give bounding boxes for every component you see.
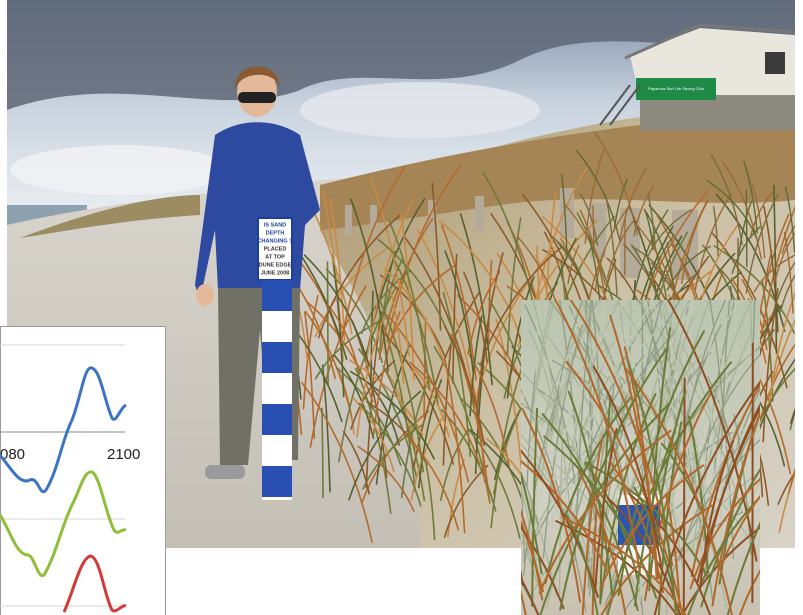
pole-sign-text: JUNE 2008 <box>261 270 289 276</box>
pole-sign-text: IS SAND <box>264 222 286 228</box>
cloud <box>10 145 230 195</box>
club-sign: Papamoa Surf Life Saving Club <box>648 86 705 91</box>
fence-post <box>370 205 377 235</box>
pole-sign-text: AT TOP <box>265 254 285 260</box>
pole-sign-text: CHANGING ? <box>258 238 293 244</box>
chart-frame <box>1 327 166 615</box>
x-tick-label: 2100 <box>107 446 140 463</box>
pole-stripe <box>262 466 292 497</box>
depth-pole: IS SAND DEPTH CHANGING ? PLACED AT TOP DUNE E… <box>258 218 293 500</box>
pole-stripe <box>262 342 292 373</box>
pole-sign-text: DUNE EDGE <box>259 262 292 268</box>
sunglasses <box>238 92 276 103</box>
grass-blade <box>746 191 747 266</box>
grass-blade <box>684 379 685 615</box>
fence-post <box>345 205 352 235</box>
window <box>765 52 785 74</box>
building-base <box>640 95 795 130</box>
pole-stripe <box>262 404 292 435</box>
fence-post <box>475 196 484 230</box>
pole-sign-text: PLACED <box>264 246 287 252</box>
shoe <box>205 465 245 479</box>
chart-inset: 080 2100 <box>0 327 166 615</box>
hand <box>196 284 214 306</box>
fence-post <box>620 208 640 278</box>
collage: Papamoa Surf Life Saving Club IS SAND DEP… <box>0 0 803 615</box>
pole-sign-text: DEPTH <box>266 230 285 236</box>
cloud <box>300 82 540 138</box>
pole-stripe <box>262 280 292 311</box>
